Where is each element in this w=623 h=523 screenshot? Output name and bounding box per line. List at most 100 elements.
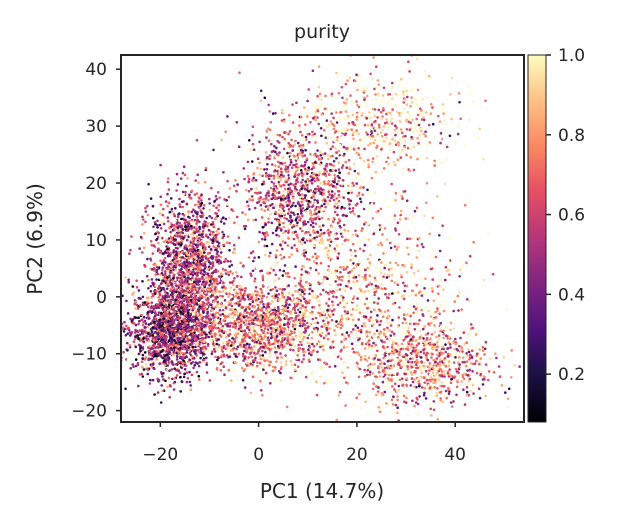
data-point bbox=[172, 353, 176, 357]
data-point bbox=[195, 215, 199, 219]
data-point bbox=[239, 261, 242, 265]
data-point bbox=[184, 298, 188, 301]
data-point bbox=[199, 243, 202, 246]
data-point bbox=[330, 318, 334, 322]
data-point bbox=[276, 169, 279, 173]
data-point bbox=[126, 327, 129, 331]
data-point bbox=[139, 349, 142, 353]
data-point bbox=[236, 274, 239, 278]
data-point bbox=[155, 278, 158, 281]
data-point bbox=[166, 317, 170, 320]
data-point bbox=[193, 280, 197, 284]
data-point bbox=[217, 326, 220, 330]
data-point bbox=[181, 231, 185, 235]
data-point bbox=[253, 206, 257, 210]
data-point bbox=[339, 232, 343, 236]
data-point bbox=[150, 243, 153, 247]
data-point bbox=[316, 185, 320, 188]
data-point bbox=[110, 321, 113, 324]
data-point bbox=[178, 197, 181, 201]
data-point bbox=[222, 319, 226, 322]
data-point bbox=[203, 302, 206, 305]
data-point bbox=[166, 364, 170, 367]
data-point bbox=[272, 329, 276, 333]
data-point bbox=[304, 329, 308, 332]
data-point bbox=[286, 272, 290, 275]
data-point bbox=[240, 319, 243, 323]
data-point bbox=[267, 221, 270, 224]
data-point bbox=[199, 363, 203, 367]
data-point bbox=[262, 311, 266, 315]
data-point bbox=[148, 317, 151, 320]
data-point bbox=[290, 253, 293, 256]
data-point bbox=[300, 172, 304, 175]
data-point bbox=[214, 299, 217, 303]
data-point bbox=[167, 265, 170, 269]
data-point bbox=[179, 350, 182, 354]
data-point bbox=[152, 244, 156, 247]
data-point bbox=[154, 232, 157, 235]
data-point bbox=[137, 352, 141, 356]
data-point bbox=[181, 228, 185, 231]
data-point bbox=[319, 293, 322, 296]
data-point bbox=[233, 313, 236, 317]
data-point bbox=[266, 163, 269, 166]
data-point bbox=[308, 299, 312, 302]
data-point bbox=[198, 342, 201, 346]
data-point bbox=[144, 210, 148, 213]
data-point bbox=[189, 292, 193, 296]
data-point bbox=[172, 250, 175, 254]
data-point bbox=[136, 363, 140, 367]
data-point bbox=[312, 229, 315, 232]
data-point bbox=[152, 339, 156, 342]
data-point bbox=[166, 192, 169, 196]
data-point bbox=[256, 361, 259, 364]
data-point bbox=[215, 252, 219, 256]
data-point bbox=[247, 306, 250, 309]
data-point bbox=[95, 326, 98, 329]
data-point bbox=[294, 351, 297, 354]
data-point bbox=[149, 378, 152, 382]
data-point bbox=[227, 295, 230, 298]
data-point bbox=[198, 231, 202, 234]
data-point bbox=[311, 330, 314, 334]
data-point bbox=[289, 174, 292, 178]
data-point bbox=[348, 375, 351, 379]
data-point bbox=[145, 335, 148, 338]
data-point bbox=[311, 237, 314, 241]
data-point bbox=[286, 275, 289, 278]
data-point bbox=[231, 272, 234, 275]
data-point bbox=[145, 274, 149, 278]
data-point bbox=[188, 193, 191, 196]
data-point bbox=[233, 251, 237, 255]
data-point bbox=[332, 216, 336, 220]
data-point bbox=[170, 360, 174, 364]
data-point bbox=[151, 252, 155, 255]
data-point bbox=[218, 196, 221, 199]
data-point bbox=[200, 250, 203, 253]
data-point bbox=[243, 368, 247, 371]
data-point bbox=[315, 262, 318, 265]
data-point bbox=[280, 111, 284, 115]
data-point bbox=[266, 208, 270, 211]
data-point bbox=[174, 325, 178, 329]
data-point bbox=[204, 315, 208, 318]
data-point bbox=[166, 292, 169, 295]
data-point bbox=[304, 300, 307, 303]
data-point bbox=[139, 336, 143, 340]
data-point bbox=[215, 255, 218, 259]
data-point bbox=[251, 314, 255, 317]
data-point bbox=[270, 150, 274, 153]
data-point bbox=[184, 328, 187, 331]
data-point bbox=[152, 305, 155, 309]
data-point bbox=[293, 244, 296, 247]
data-point bbox=[206, 252, 210, 255]
data-point bbox=[203, 251, 206, 254]
data-point bbox=[210, 282, 213, 286]
data-point bbox=[272, 182, 276, 185]
data-point bbox=[169, 197, 173, 200]
data-point bbox=[264, 171, 268, 175]
data-point bbox=[314, 252, 317, 256]
data-point bbox=[251, 160, 254, 163]
data-point bbox=[238, 303, 241, 307]
